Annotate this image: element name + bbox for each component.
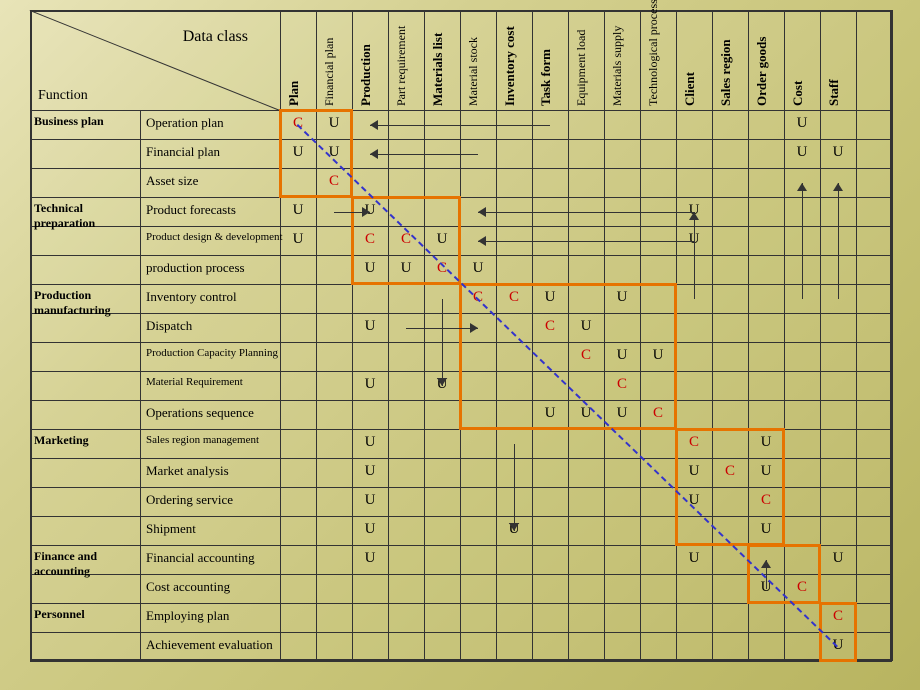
cell-9-2: U (360, 376, 380, 393)
crud-matrix: Data class Function Plan Financial plan Prod… (10, 10, 910, 680)
arrow-10 (802, 183, 803, 299)
cell-4-3: C (396, 231, 416, 248)
row-label-4: Product design & development (146, 231, 283, 243)
row-group-4: Finance and accounting (34, 549, 136, 579)
col-header-12: Sales region (718, 16, 734, 106)
cell-11-13: U (756, 434, 776, 451)
col-header-3: Part requirement (394, 16, 409, 106)
cell-12-13: U (756, 463, 776, 480)
cell-8-8: C (576, 347, 596, 364)
arrow-7 (514, 444, 515, 531)
arrow-8 (694, 212, 695, 299)
row-label-0: Operation plan (146, 115, 224, 131)
row-label-8: Production Capacity Planning (146, 347, 278, 359)
cell-14-13: U (756, 521, 776, 538)
cell-6-6: C (504, 289, 524, 306)
cell-10-10: C (648, 405, 668, 422)
cell-16-14: C (792, 579, 812, 596)
col-header-10: Technological process (646, 16, 661, 106)
row-group-3: Marketing (34, 433, 136, 448)
cell-14-2: U (360, 521, 380, 538)
row-label-15: Financial accounting (146, 550, 255, 566)
cell-17-15: C (828, 608, 848, 625)
cell-13-13: C (756, 492, 776, 509)
cell-12-11: U (684, 463, 704, 480)
row-label-17: Employing plan (146, 608, 229, 624)
col-header-6: Inventory cost (502, 16, 518, 106)
arrow-1 (370, 154, 478, 155)
cell-15-11: U (684, 550, 704, 567)
row-label-14: Shipment (146, 521, 196, 537)
col-header-11: Client (682, 16, 698, 106)
arrow-0 (370, 125, 550, 126)
col-header-0: Plan (286, 16, 302, 106)
cell-8-9: U (612, 347, 632, 364)
cell-4-0: U (288, 231, 308, 248)
row-label-3: Product forecasts (146, 202, 236, 218)
cell-10-9: U (612, 405, 632, 422)
row-label-13: Ordering service (146, 492, 233, 508)
col-header-9: Materials supply (610, 16, 625, 106)
row-label-18: Achievement evaluation (146, 637, 273, 653)
cell-11-11: C (684, 434, 704, 451)
cell-0-14: U (792, 115, 812, 132)
cell-6-7: U (540, 289, 560, 306)
cell-15-2: U (360, 550, 380, 567)
cell-12-2: U (360, 463, 380, 480)
col-header-1: Financial plan (322, 16, 337, 106)
cell-10-8: U (576, 405, 596, 422)
cell-3-0: U (288, 202, 308, 219)
cell-7-7: C (540, 318, 560, 335)
arrow-4 (478, 241, 694, 242)
row-label-5: production process (146, 260, 245, 276)
row-label-6: Inventory control (146, 289, 237, 305)
row-label-9: Material Requirement (146, 376, 243, 388)
cell-4-2: C (360, 231, 380, 248)
cell-12-12: C (720, 463, 740, 480)
cell-1-0: U (288, 144, 308, 161)
row-label-12: Market analysis (146, 463, 229, 479)
arrow-3 (478, 212, 694, 213)
arrow-6 (442, 299, 443, 386)
row-group-2: Production manufacturing (34, 288, 136, 318)
cell-11-2: U (360, 434, 380, 451)
col-header-15: Staff (826, 16, 842, 106)
col-header-2: Production (358, 16, 374, 106)
cell-4-4: U (432, 231, 452, 248)
cell-2-1: C (324, 173, 344, 190)
row-label-16: Cost accounting (146, 579, 230, 595)
row-group-0: Business plan (34, 114, 136, 129)
row-group-1: Technical preparation (34, 201, 136, 231)
row-label-10: Operations sequence (146, 405, 254, 421)
cell-5-2: U (360, 260, 380, 277)
corner-data-class: Data class (183, 28, 248, 46)
arrow-11 (838, 183, 839, 299)
cell-6-9: U (612, 289, 632, 306)
cell-5-5: U (468, 260, 488, 277)
row-label-7: Dispatch (146, 318, 192, 334)
row-label-2: Asset size (146, 173, 198, 189)
col-header-8: Equipment load (574, 16, 589, 106)
cell-13-2: U (360, 492, 380, 509)
row-label-11: Sales region management (146, 434, 259, 446)
cell-15-15: U (828, 550, 848, 567)
cell-7-8: U (576, 318, 596, 335)
col-header-7: Task form (538, 16, 554, 106)
corner-function: Function (38, 88, 88, 104)
cell-10-7: U (540, 405, 560, 422)
row-label-1: Financial plan (146, 144, 220, 160)
col-header-4: Materials list (430, 16, 446, 106)
cell-8-10: U (648, 347, 668, 364)
cell-7-2: U (360, 318, 380, 335)
cell-1-14: U (792, 144, 812, 161)
col-header-5: Material stock (466, 16, 481, 106)
cell-5-3: U (396, 260, 416, 277)
col-header-13: Order goods (754, 16, 770, 106)
row-group-5: Personnel (34, 607, 136, 622)
cell-0-1: U (324, 115, 344, 132)
cell-9-9: C (612, 376, 632, 393)
cell-1-15: U (828, 144, 848, 161)
col-header-14: Cost (790, 16, 806, 106)
